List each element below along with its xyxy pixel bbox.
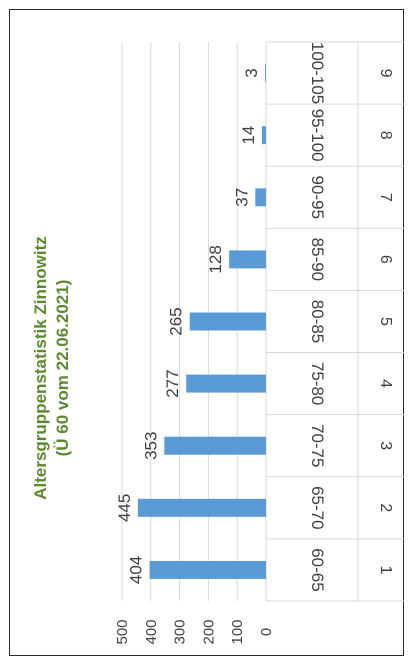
row-number-label: 2 xyxy=(377,503,394,512)
chart-frame xyxy=(9,9,404,656)
category-label: 70-75 xyxy=(308,424,327,467)
y-tick-label: 300 xyxy=(172,619,189,644)
chart-subtitle: (Ü 60 vom 22.06.2021) xyxy=(53,280,72,457)
category-label: 90-95 xyxy=(308,176,327,219)
data-label: 37 xyxy=(232,188,251,207)
row-number-label: 9 xyxy=(377,69,394,78)
data-label: 265 xyxy=(167,307,186,335)
category-label: 75-80 xyxy=(308,362,327,405)
data-label: 353 xyxy=(141,432,160,460)
y-tick-label: 500 xyxy=(114,619,131,644)
bar xyxy=(164,436,266,455)
bar xyxy=(229,250,266,269)
bar xyxy=(137,498,266,517)
bar xyxy=(265,64,266,83)
y-tick-label: 0 xyxy=(258,628,275,636)
y-tick-label: 100 xyxy=(229,619,246,644)
data-label: 445 xyxy=(115,494,134,522)
y-tick-label: 400 xyxy=(143,619,160,644)
row-number-label: 7 xyxy=(377,193,394,202)
category-label: 85-90 xyxy=(308,238,327,281)
data-label: 404 xyxy=(127,556,146,584)
category-label: 65-70 xyxy=(308,486,327,529)
row-number-label: 6 xyxy=(377,255,394,264)
row-number-label: 3 xyxy=(377,441,394,450)
category-label: 60-65 xyxy=(308,548,327,591)
row-number-label: 5 xyxy=(377,317,394,326)
data-label: 3 xyxy=(242,68,261,77)
row-number-label: 1 xyxy=(377,565,394,574)
category-label: 80-85 xyxy=(308,300,327,343)
y-tick-label: 200 xyxy=(200,619,217,644)
data-label: 14 xyxy=(239,126,258,145)
category-label: 95-100 xyxy=(308,109,327,162)
bar xyxy=(186,374,266,393)
row-number-label: 4 xyxy=(377,379,394,388)
data-label: 128 xyxy=(206,245,225,273)
data-label: 277 xyxy=(163,369,182,397)
chart-title: Altersgruppenstatistik Zinnowitz xyxy=(31,236,50,500)
category-label: 100-105 xyxy=(308,42,327,104)
bar xyxy=(255,188,266,207)
bar xyxy=(261,126,266,145)
bar xyxy=(149,560,266,579)
bar xyxy=(189,312,266,331)
row-number-label: 8 xyxy=(377,131,394,140)
